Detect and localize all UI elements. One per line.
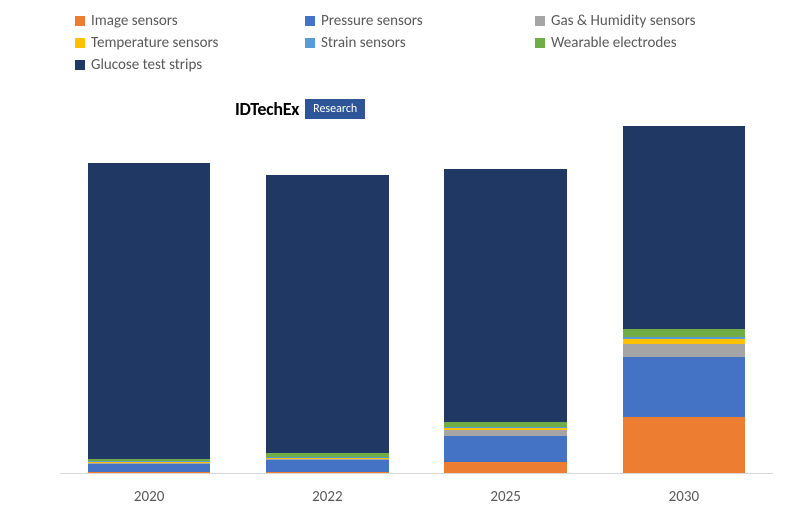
x-axis-tick-label: 2030 — [605, 488, 762, 506]
segment-glucose_strips — [266, 175, 388, 454]
legend-swatch-icon — [305, 16, 315, 26]
legend-swatch-icon — [75, 38, 85, 48]
legend-item-gas_humidity: Gas & Humidity sensors — [535, 12, 765, 30]
segment-pressure_sensors — [444, 436, 566, 462]
legend-swatch-icon — [535, 16, 545, 26]
segment-glucose_strips — [623, 126, 745, 329]
segment-glucose_strips — [444, 169, 566, 423]
legend-swatch-icon — [305, 38, 315, 48]
brand-main-text: IDTechEx — [235, 98, 299, 120]
bar-column-2020 — [71, 100, 228, 473]
segment-image_sensors — [88, 472, 210, 473]
segment-image_sensors — [444, 462, 566, 473]
segment-gas_humidity — [623, 344, 745, 357]
bar-column-2025 — [427, 100, 584, 473]
segment-wearable_electrodes — [623, 329, 745, 336]
segment-glucose_strips — [88, 163, 210, 460]
bars-container — [60, 100, 773, 473]
plot-area — [60, 100, 773, 474]
legend-label: Strain sensors — [321, 34, 406, 52]
bar-column-2030 — [605, 100, 762, 473]
legend-label: Pressure sensors — [321, 12, 423, 30]
legend-swatch-icon — [535, 38, 545, 48]
legend-item-temperature_sensors: Temperature sensors — [75, 34, 305, 52]
stacked-bar — [88, 163, 210, 473]
legend-swatch-icon — [75, 60, 85, 70]
legend-item-image_sensors: Image sensors — [75, 12, 305, 30]
segment-pressure_sensors — [88, 464, 210, 472]
segment-pressure_sensors — [266, 460, 388, 472]
branding-badge: IDTechEx Research — [235, 98, 365, 120]
legend-swatch-icon — [75, 16, 85, 26]
legend-item-glucose_strips: Glucose test strips — [75, 56, 305, 74]
stacked-bar — [623, 126, 745, 473]
x-axis-tick-label: 2022 — [249, 488, 406, 506]
legend-item-strain_sensors: Strain sensors — [305, 34, 535, 52]
legend-label: Temperature sensors — [91, 34, 218, 52]
chart-legend: Image sensors Pressure sensors Gas & Humid… — [75, 12, 778, 78]
legend-label: Glucose test strips — [91, 56, 202, 74]
legend-label: Wearable electrodes — [551, 34, 677, 52]
segment-image_sensors — [266, 472, 388, 473]
legend-item-wearable_electrodes: Wearable electrodes — [535, 34, 765, 52]
segment-image_sensors — [623, 417, 745, 473]
stacked-bar — [444, 169, 566, 473]
stacked-bar — [266, 175, 388, 473]
bar-column-2022 — [249, 100, 406, 473]
legend-item-pressure_sensors: Pressure sensors — [305, 12, 535, 30]
x-axis-tick-label: 2025 — [427, 488, 584, 506]
legend-label: Gas & Humidity sensors — [551, 12, 696, 30]
segment-pressure_sensors — [623, 357, 745, 417]
x-axis-labels: 2020 2022 2025 2030 — [60, 488, 773, 506]
legend-label: Image sensors — [91, 12, 178, 30]
x-axis-tick-label: 2020 — [71, 488, 228, 506]
brand-tag-text: Research — [305, 99, 365, 119]
